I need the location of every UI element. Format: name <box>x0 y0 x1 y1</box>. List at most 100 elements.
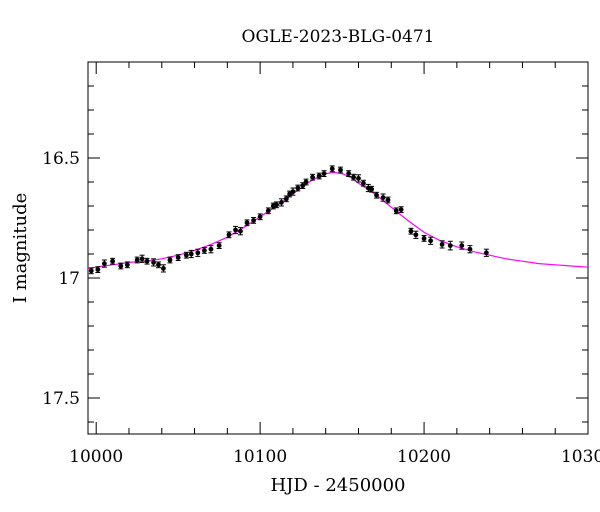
y-tick-label: 17 <box>58 269 80 289</box>
x-tick-label: 10100 <box>233 447 287 467</box>
data-point <box>244 219 250 227</box>
point-marker <box>356 176 361 181</box>
data-point <box>183 251 189 259</box>
point-marker <box>467 246 473 252</box>
x-tick-label: 10000 <box>69 447 123 467</box>
data-point <box>160 264 166 273</box>
data-point <box>134 256 140 264</box>
data-point <box>251 217 257 224</box>
data-point <box>329 165 335 173</box>
data-point <box>303 178 309 186</box>
point-marker <box>265 208 271 214</box>
point-marker <box>101 261 107 266</box>
x-tick-labels: 10000 10100 10200 10300 <box>69 447 600 467</box>
data-point <box>195 248 201 257</box>
data-point <box>365 183 371 193</box>
data-point <box>167 256 173 264</box>
data-point <box>393 207 399 215</box>
data-point <box>155 261 161 269</box>
data-point <box>380 193 386 202</box>
point-marker <box>124 262 130 268</box>
data-point <box>374 191 380 199</box>
data-point <box>337 166 343 174</box>
axis-ticks <box>88 62 589 434</box>
data-point <box>413 230 419 239</box>
point-marker <box>290 189 296 195</box>
data-point <box>369 185 375 193</box>
data-point <box>233 225 239 235</box>
data-point <box>408 227 414 235</box>
point-marker <box>369 186 375 192</box>
data-point <box>483 248 489 257</box>
point-marker <box>188 251 194 257</box>
data-point <box>124 261 130 269</box>
point-marker <box>283 196 289 202</box>
point-marker <box>361 180 366 186</box>
point-marker <box>421 236 427 241</box>
data-point <box>118 262 124 270</box>
point-marker <box>167 257 173 263</box>
data-point <box>439 240 445 249</box>
data-point <box>310 173 316 181</box>
point-marker <box>257 214 263 220</box>
point-marker <box>144 258 150 264</box>
point-marker <box>310 174 315 180</box>
point-marker <box>274 202 279 208</box>
data-point <box>110 257 116 265</box>
point-marker <box>321 171 327 177</box>
point-marker <box>216 243 222 249</box>
data-point <box>88 267 94 275</box>
data-point <box>351 173 357 181</box>
point-marker <box>393 208 399 214</box>
y-tick-labels: 16.5 17 17.5 <box>42 149 80 409</box>
data-point <box>278 198 284 207</box>
chart-title: OGLE-2023-BLG-0471 <box>242 27 435 47</box>
point-marker <box>161 266 166 271</box>
x-tick-label: 10300 <box>561 447 600 467</box>
point-marker <box>316 173 322 179</box>
point-marker <box>279 200 284 205</box>
data-point <box>226 231 232 239</box>
data-point <box>290 187 296 196</box>
point-marker <box>408 228 414 234</box>
data-point <box>175 254 181 261</box>
point-marker <box>428 238 434 244</box>
point-marker <box>413 232 419 238</box>
point-marker <box>385 197 391 203</box>
point-marker <box>439 242 445 247</box>
data-point <box>360 179 366 187</box>
point-marker <box>118 263 124 269</box>
point-marker <box>351 174 356 180</box>
point-marker <box>110 258 115 264</box>
point-marker <box>338 167 343 173</box>
point-marker <box>134 257 140 263</box>
point-marker <box>175 255 181 260</box>
data-point <box>428 236 434 245</box>
data-point <box>421 235 427 242</box>
data-point <box>346 170 352 177</box>
data-point <box>216 242 222 249</box>
point-marker <box>195 250 201 256</box>
data-point <box>316 172 322 180</box>
data-point <box>385 196 391 204</box>
data-point <box>257 213 263 221</box>
data-point <box>201 247 207 254</box>
point-marker <box>233 227 238 233</box>
data-point <box>283 195 289 203</box>
y-tick-label: 16.5 <box>42 149 80 169</box>
data-point <box>274 201 280 209</box>
point-marker <box>300 183 306 189</box>
point-marker <box>208 246 214 252</box>
x-axis-label: HJD - 2450000 <box>270 475 405 496</box>
model-curve <box>87 171 589 269</box>
data-point <box>237 227 243 236</box>
point-marker <box>346 171 352 177</box>
data-point <box>265 207 271 215</box>
data-points <box>88 165 489 275</box>
point-marker <box>374 192 379 198</box>
data-point <box>295 184 301 192</box>
point-marker <box>226 232 232 238</box>
x-tick-label: 10200 <box>397 447 451 467</box>
data-point <box>144 257 150 265</box>
data-point <box>355 174 361 183</box>
